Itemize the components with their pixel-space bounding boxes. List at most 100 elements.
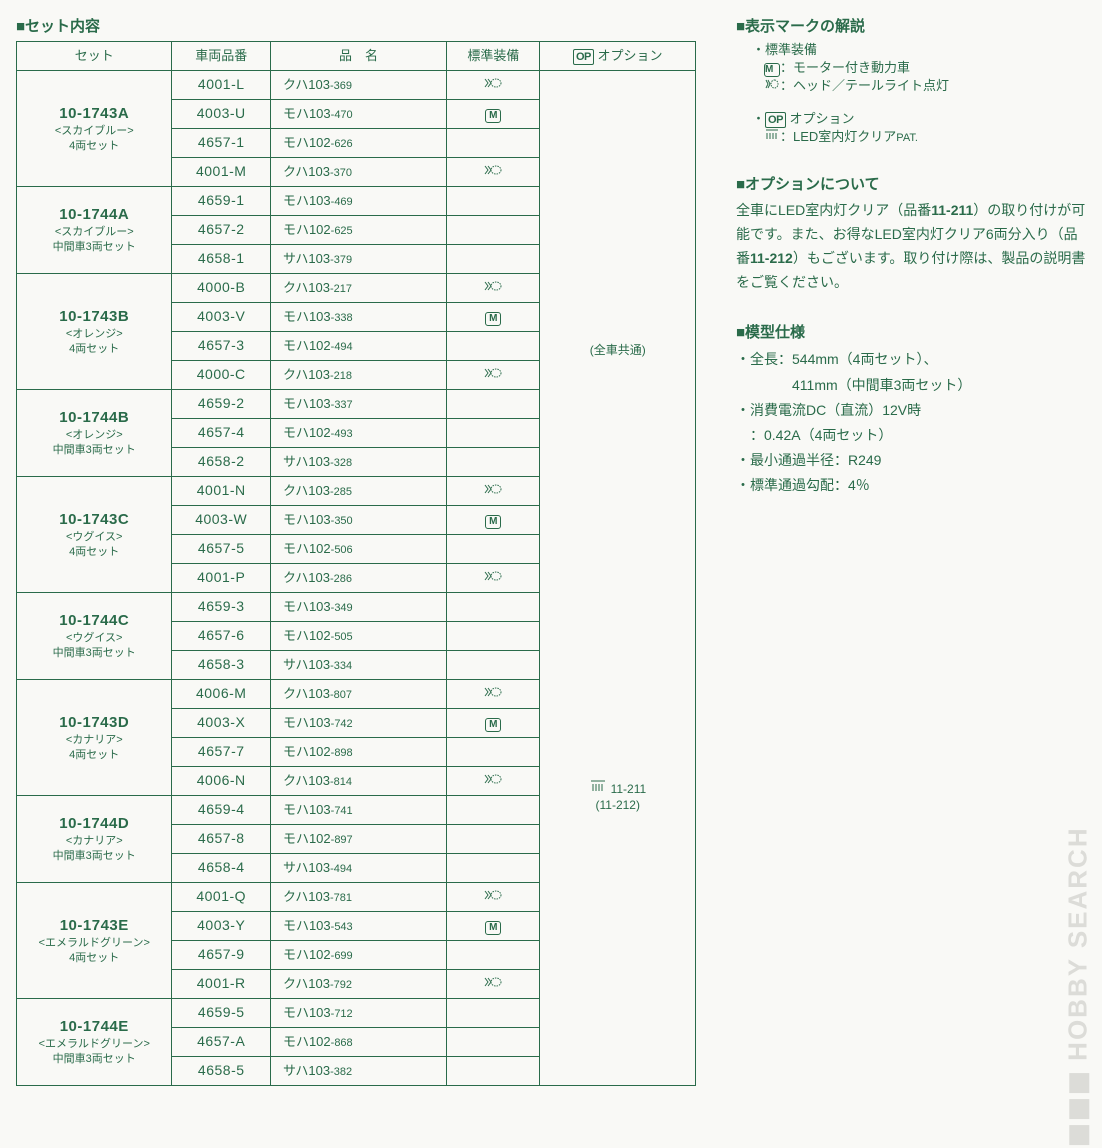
equip-cell: [447, 622, 540, 651]
about-block: ■オプションについて 全車にLED室内灯クリア（品番11-211）の取り付けが可…: [736, 174, 1086, 294]
equip-cell: M: [447, 100, 540, 129]
car-code: 4001-L: [172, 71, 270, 100]
set-cell: 10-1744D<カナリア>中間車3両セット: [17, 796, 172, 883]
car-name: クハ103-807: [270, 680, 446, 709]
car-name: モハ103-338: [270, 303, 446, 332]
car-code: 4001-P: [172, 564, 270, 593]
car-name: モハ102-506: [270, 535, 446, 564]
marks-block: ■表示マークの解説 ・標準装備 M：モーター付き動力車 ：ヘッド／テールライト点…: [736, 16, 1086, 146]
set-table: セット 車両品番 品 名 標準装備 OP オプション 10-1743A<スカイブ…: [16, 41, 696, 1086]
led-line: ：LED室内灯クリアPAT.: [736, 128, 1086, 146]
car-code: 4659-2: [172, 390, 270, 419]
equip-cell: [447, 448, 540, 477]
car-name: モハ102-699: [270, 941, 446, 970]
marks-title: ■表示マークの解説: [736, 16, 1086, 37]
th-option: OP オプション: [540, 42, 696, 71]
opt-line: ・OP オプション: [736, 110, 1086, 128]
equip-cell: [447, 158, 540, 187]
set-variant: <ウグイス>: [21, 631, 167, 646]
car-code: 4003-Y: [172, 912, 270, 941]
set-code: 10-1744A: [21, 205, 167, 225]
car-name: モハ103-712: [270, 999, 446, 1028]
equip-cell: [447, 274, 540, 303]
car-name: モハ102-625: [270, 216, 446, 245]
light-icon: [483, 976, 503, 991]
car-name: サハ103-328: [270, 448, 446, 477]
op-icon: OP: [573, 49, 594, 65]
set-code: 10-1743C: [21, 510, 167, 530]
set-cell: 10-1744A<スカイブルー>中間車3両セット: [17, 187, 172, 274]
th-set: セット: [17, 42, 172, 71]
car-code: 4657-7: [172, 738, 270, 767]
set-variant: <オレンジ>: [21, 428, 167, 443]
equip-cell: [447, 1028, 540, 1057]
car-code: 4657-A: [172, 1028, 270, 1057]
car-code: 4659-4: [172, 796, 270, 825]
car-name: モハ102-493: [270, 419, 446, 448]
car-name: モハ103-543: [270, 912, 446, 941]
car-code: 4000-B: [172, 274, 270, 303]
set-note: 4両セット: [21, 545, 167, 560]
set-note: 4両セット: [21, 951, 167, 966]
set-code: 10-1744D: [21, 814, 167, 834]
equip-cell: [447, 941, 540, 970]
option-mid-sub: (11-212): [544, 797, 691, 814]
motor-icon: M: [485, 312, 501, 326]
std-label: ・標準装備: [736, 41, 1086, 59]
equip-cell: M: [447, 709, 540, 738]
motor-icon: M: [485, 109, 501, 123]
equip-cell: [447, 216, 540, 245]
th-option-label: オプション: [597, 48, 662, 63]
equip-cell: [447, 738, 540, 767]
spec-title: ■模型仕様: [736, 322, 1086, 343]
motor-icon: M: [485, 718, 501, 732]
car-code: 4659-5: [172, 999, 270, 1028]
option-mid: 11-211: [544, 779, 691, 798]
set-cell: 10-1744E<エメラルドグリーン>中間車3両セット: [17, 999, 172, 1086]
car-name: モハ103-742: [270, 709, 446, 738]
set-variant: <エメラルドグリーン>: [21, 936, 167, 951]
led-text-b: PAT.: [896, 132, 918, 144]
car-name: クハ103-370: [270, 158, 446, 187]
motor-icon: M: [485, 921, 501, 935]
opt-bullet: ・: [752, 111, 765, 126]
spec-power-1: ・消費電流DC（直流）12V時: [736, 398, 1086, 423]
equip-cell: [447, 129, 540, 158]
set-variant: <エメラルドグリーン>: [21, 1037, 167, 1052]
car-code: 4003-V: [172, 303, 270, 332]
set-note: 中間車3両セット: [21, 646, 167, 661]
car-name: モハ103-350: [270, 506, 446, 535]
light-icon: [483, 164, 503, 179]
set-contents-title: ■セット内容: [16, 16, 696, 37]
light-icon: [483, 77, 503, 92]
equip-cell: [447, 999, 540, 1028]
watermark-text: HOBBY SEARCH: [1063, 826, 1093, 1060]
set-code: 10-1743D: [21, 713, 167, 733]
car-name: サハ103-334: [270, 651, 446, 680]
set-variant: <ウグイス>: [21, 530, 167, 545]
car-name: クハ103-218: [270, 361, 446, 390]
car-code: 4659-3: [172, 593, 270, 622]
equip-cell: [447, 854, 540, 883]
car-code: 4657-3: [172, 332, 270, 361]
car-name: モハ103-741: [270, 796, 446, 825]
equip-cell: [447, 883, 540, 912]
opt-word: オプション: [790, 111, 855, 126]
car-code: 4657-2: [172, 216, 270, 245]
car-code: 4658-5: [172, 1057, 270, 1086]
car-code: 4658-3: [172, 651, 270, 680]
option-cell: (全車共通) 11-211(11-212): [540, 71, 696, 1086]
car-name: クハ103-781: [270, 883, 446, 912]
car-name: サハ103-494: [270, 854, 446, 883]
table-row: 10-1743A<スカイブルー>4両セット4001-Lクハ103-369(全車共…: [17, 71, 696, 100]
car-code: 4657-6: [172, 622, 270, 651]
equip-cell: [447, 796, 540, 825]
light-line: ：ヘッド／テールライト点灯: [736, 77, 1086, 95]
set-variant: <カナリア>: [21, 834, 167, 849]
set-code: 10-1744C: [21, 611, 167, 631]
car-code: 4001-Q: [172, 883, 270, 912]
equip-cell: [447, 564, 540, 593]
set-variant: <オレンジ>: [21, 327, 167, 342]
car-name: サハ103-379: [270, 245, 446, 274]
set-cell: 10-1744C<ウグイス>中間車3両セット: [17, 593, 172, 680]
